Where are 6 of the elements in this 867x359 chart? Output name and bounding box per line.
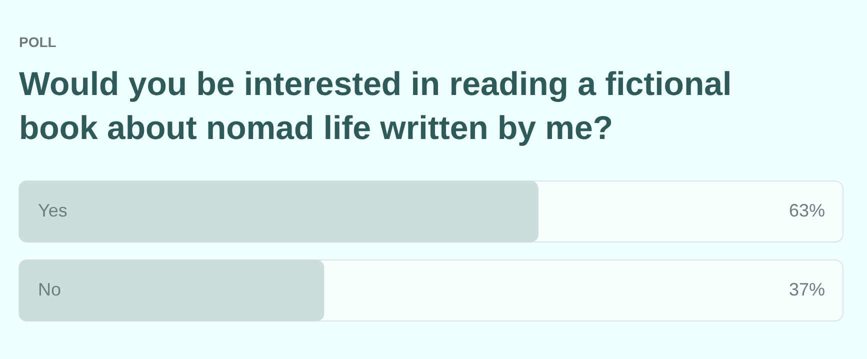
chart-subtitle: POLL [19,34,56,50]
chart-title: Would you be interested in reading a fictional book about nomad life written by me? [19,64,733,148]
y-tick-label: No [38,279,62,300]
y-tick-label: Yes [38,200,68,220]
data-label: 37% [788,279,825,300]
data-label: 63% [788,200,825,220]
